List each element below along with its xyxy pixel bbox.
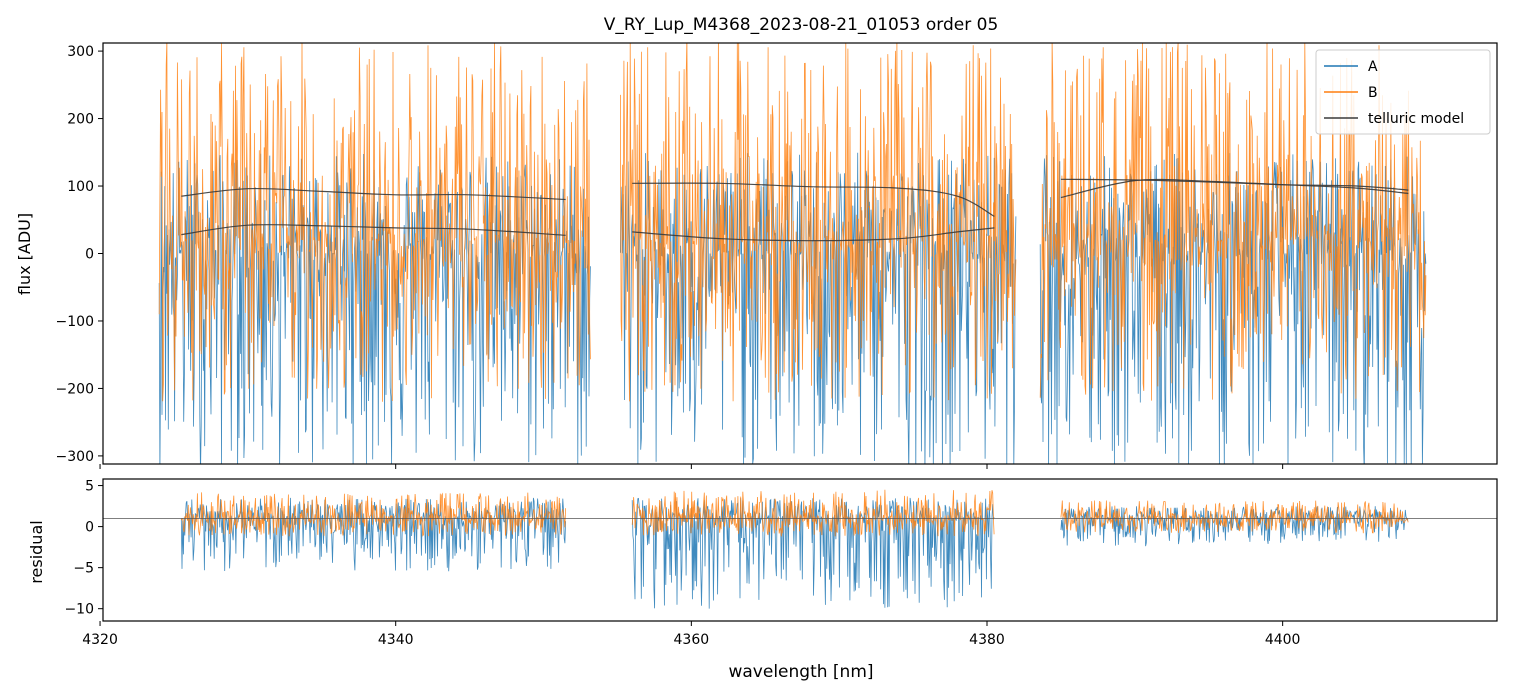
bottom-y-tick-label: 5 — [85, 479, 94, 495]
bottom-y-tick-label: −5 — [73, 561, 94, 577]
residual-b-segment-1 — [180, 492, 566, 537]
top-y-tick-label: −300 — [56, 449, 94, 465]
top-y-tick-label: 200 — [67, 112, 94, 128]
bottom-axes-frame — [102, 478, 1498, 622]
residual-b-segment-3 — [1060, 500, 1409, 534]
telluric-model-curve-1 — [181, 187, 566, 201]
series-b-segment-3 — [1039, 43, 1427, 401]
legend-label-telluric: telluric model — [1368, 111, 1464, 127]
bottom-y-axis-label: residual — [27, 520, 46, 583]
legend-label-a: A — [1368, 59, 1378, 75]
telluric-model-curve-6 — [1060, 178, 1409, 191]
legend: A B telluric model — [1315, 49, 1491, 135]
bottom-y-tick-label: 0 — [85, 520, 94, 536]
top-axis-ticks: −300 −200 −100 0 100 200 300 — [56, 44, 1284, 469]
residual-a-segment-3 — [1060, 506, 1409, 547]
x-tick-label: 4340 — [378, 632, 414, 648]
x-tick-label: 4400 — [1265, 632, 1301, 648]
bottom-panel: −10 −5 0 5 4320 4340 4360 4380 4400 residual wav… — [27, 478, 1498, 682]
telluric-model-curve-3 — [632, 182, 995, 217]
top-y-tick-label: 100 — [67, 179, 94, 195]
top-plot-area — [158, 43, 1427, 464]
top-y-tick-label: −200 — [56, 381, 94, 397]
top-y-tick-label: 0 — [85, 247, 94, 263]
legend-box — [1315, 49, 1491, 135]
series-a-segment-3 — [1039, 153, 1427, 464]
chart-title: V_RY_Lup_M4368_2023-08-21_01053 order 05 — [604, 15, 999, 35]
bottom-plot-area — [103, 489, 1497, 609]
x-tick-label: 4320 — [82, 632, 118, 648]
top-axes-frame — [102, 42, 1498, 465]
legend-label-b: B — [1368, 85, 1378, 101]
bottom-axis-ticks: −10 −5 0 5 4320 4340 4360 4380 4400 — [64, 479, 1300, 648]
top-y-tick-label: 300 — [67, 44, 94, 60]
series-b-segment-2 — [620, 43, 1017, 402]
telluric-model-curve-5 — [1060, 178, 1409, 199]
telluric-model-curve-2 — [181, 224, 566, 236]
residual-b-segment-2 — [631, 489, 995, 537]
top-panel: −300 −200 −100 0 100 200 300 flux [ADU] A B te… — [15, 42, 1498, 469]
top-y-tick-label: −100 — [56, 314, 94, 330]
telluric-model-curve-4 — [632, 227, 995, 242]
series-b-segment-1 — [158, 43, 591, 402]
x-tick-label: 4360 — [674, 632, 710, 648]
series-a-segment-2 — [620, 152, 1017, 464]
bottom-y-tick-label: −10 — [64, 602, 94, 618]
residual-a-segment-2 — [631, 497, 995, 609]
x-tick-label: 4380 — [969, 632, 1005, 648]
top-y-axis-label: flux [ADU] — [15, 213, 34, 295]
x-axis-label: wavelength [nm] — [728, 662, 873, 682]
